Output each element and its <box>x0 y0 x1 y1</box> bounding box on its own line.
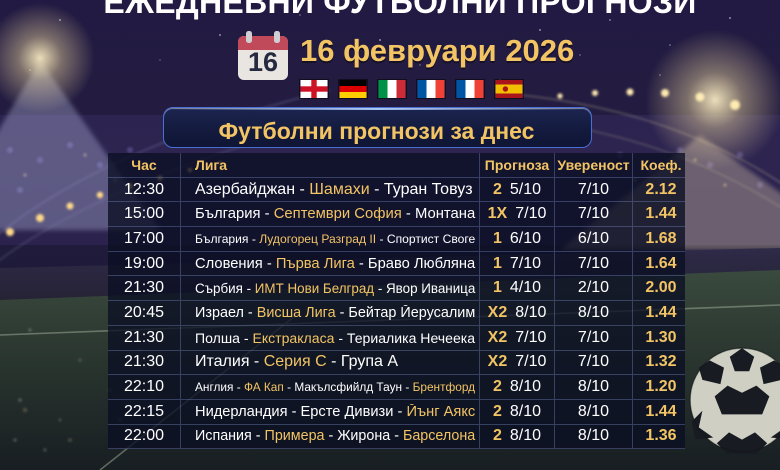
svg-text:16: 16 <box>248 47 278 77</box>
